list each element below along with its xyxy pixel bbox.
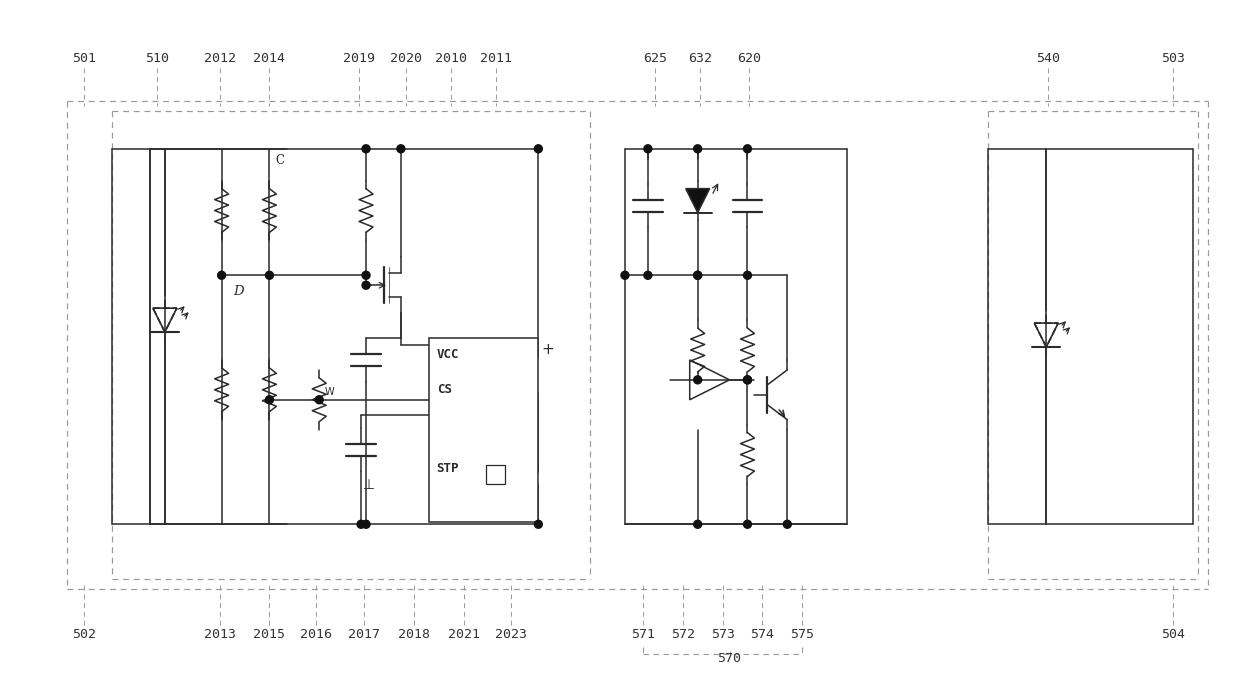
Text: 502: 502 [72,628,97,641]
Circle shape [693,271,702,279]
Text: 2017: 2017 [348,628,379,641]
Text: 571: 571 [631,628,655,641]
Circle shape [693,271,702,279]
Text: 2018: 2018 [398,628,430,641]
Circle shape [362,145,370,153]
Text: 2012: 2012 [203,51,236,64]
Circle shape [744,145,751,153]
Text: CS: CS [436,383,451,396]
Text: 2019: 2019 [343,51,374,64]
Circle shape [315,396,324,403]
Text: 572: 572 [671,628,694,641]
Circle shape [744,376,751,384]
Bar [486,464,506,484]
Text: 2015: 2015 [253,628,285,641]
Text: 2020: 2020 [389,51,422,64]
Circle shape [218,271,226,279]
Circle shape [644,271,652,279]
Text: 575: 575 [790,628,815,641]
Circle shape [265,396,273,403]
Text: 625: 625 [642,51,667,64]
Text: VCC: VCC [436,348,459,361]
Text: 510: 510 [145,51,169,64]
Circle shape [534,521,542,528]
Circle shape [744,521,751,528]
Text: +: + [542,342,554,357]
Text: 2010: 2010 [435,51,466,64]
Text: 2014: 2014 [253,51,285,64]
Circle shape [357,521,365,528]
Text: 632: 632 [688,51,712,64]
Circle shape [693,376,702,384]
Circle shape [397,145,405,153]
Text: C: C [275,153,284,166]
Circle shape [362,521,370,528]
Bar [429,338,538,522]
Text: D: D [233,285,244,298]
Circle shape [744,376,751,384]
Text: 540: 540 [1037,51,1060,64]
Text: 570: 570 [718,652,742,665]
Text: 573: 573 [711,628,734,641]
Text: 574: 574 [750,628,775,641]
Circle shape [644,145,652,153]
Text: 501: 501 [72,51,97,64]
Text: 2011: 2011 [480,51,512,64]
Circle shape [362,271,370,279]
Text: 503: 503 [1161,51,1184,64]
Text: STP: STP [436,462,459,475]
Circle shape [693,521,702,528]
Text: ⊥: ⊥ [363,478,376,493]
Polygon shape [686,188,709,212]
Text: 2021: 2021 [448,628,480,641]
Text: 2013: 2013 [203,628,236,641]
Circle shape [621,271,629,279]
Circle shape [744,271,751,279]
Circle shape [362,282,370,289]
Circle shape [534,145,542,153]
Circle shape [693,145,702,153]
Text: 2023: 2023 [496,628,527,641]
Text: 504: 504 [1161,628,1184,641]
Text: 2016: 2016 [300,628,332,641]
Circle shape [265,271,273,279]
Text: 620: 620 [738,51,761,64]
Circle shape [784,521,791,528]
Text: W: W [324,387,334,397]
